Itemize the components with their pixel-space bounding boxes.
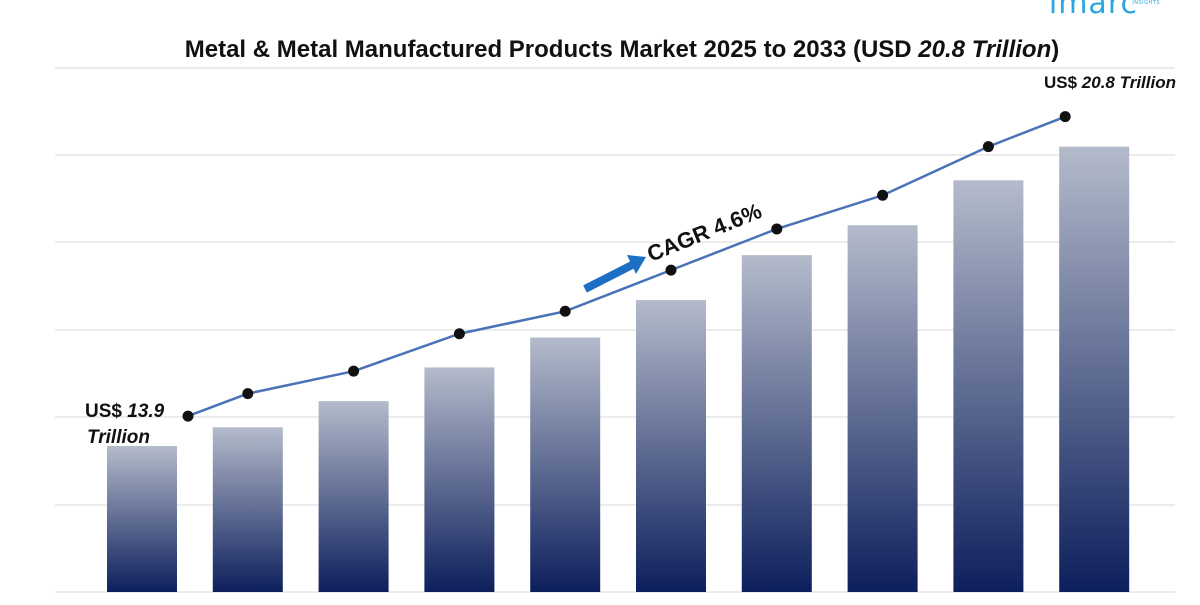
cagr-arrow-head bbox=[627, 255, 646, 274]
trend-point-2026 bbox=[242, 388, 254, 400]
bar-2025 bbox=[107, 446, 177, 592]
trend-point-2034 bbox=[1059, 111, 1071, 123]
trend-point-2027 bbox=[348, 365, 360, 377]
imarc-logo-subtext: INSIGHTS bbox=[1132, 0, 1160, 6]
bar-2029 bbox=[530, 337, 601, 592]
trend-line-group bbox=[182, 111, 1071, 422]
bar-2027 bbox=[318, 401, 389, 592]
end-value-unit-text: Trillion bbox=[1120, 73, 1176, 92]
bar-2033 bbox=[953, 180, 1024, 593]
bar-2030 bbox=[636, 300, 706, 592]
bars bbox=[107, 146, 1130, 593]
start-value-label: US$ 13.9 bbox=[85, 401, 165, 422]
chart-title: Metal & Metal Manufactured Products Mark… bbox=[185, 36, 1059, 63]
bar-2032 bbox=[847, 225, 918, 592]
imarc-logo: imarc bbox=[1048, 0, 1138, 21]
end-value-prefix: US$ bbox=[1044, 73, 1082, 92]
chart-title-suffix: ) bbox=[1051, 36, 1059, 63]
bar-2034 bbox=[1059, 146, 1130, 592]
end-value-label: US$ 20.8 Trillion bbox=[1044, 73, 1176, 92]
bar-2026 bbox=[212, 427, 283, 592]
trend-point-2025 bbox=[182, 410, 194, 422]
chart-title-prefix: Metal & Metal Manufactured Products Mark… bbox=[185, 36, 919, 63]
trend-point-2032 bbox=[877, 189, 889, 201]
trend-line bbox=[187, 115, 1066, 418]
start-value-prefix: US$ bbox=[85, 401, 127, 422]
bar-2031 bbox=[741, 255, 812, 592]
start-value-unit: Trillion bbox=[87, 427, 150, 448]
trend-point-2031 bbox=[771, 223, 783, 235]
trend-point-2028 bbox=[453, 328, 465, 340]
chart-title-value: 20.8 Trillion bbox=[917, 36, 1051, 63]
cagr-arrow-shaft bbox=[583, 258, 640, 293]
start-value-number: 13.9 bbox=[127, 401, 164, 422]
bar-2028 bbox=[424, 367, 495, 592]
trend-point-2030 bbox=[665, 264, 677, 276]
trend-point-2033 bbox=[982, 141, 994, 153]
end-value-number: 20.8 bbox=[1081, 73, 1116, 92]
trend-point-2029 bbox=[559, 305, 571, 317]
